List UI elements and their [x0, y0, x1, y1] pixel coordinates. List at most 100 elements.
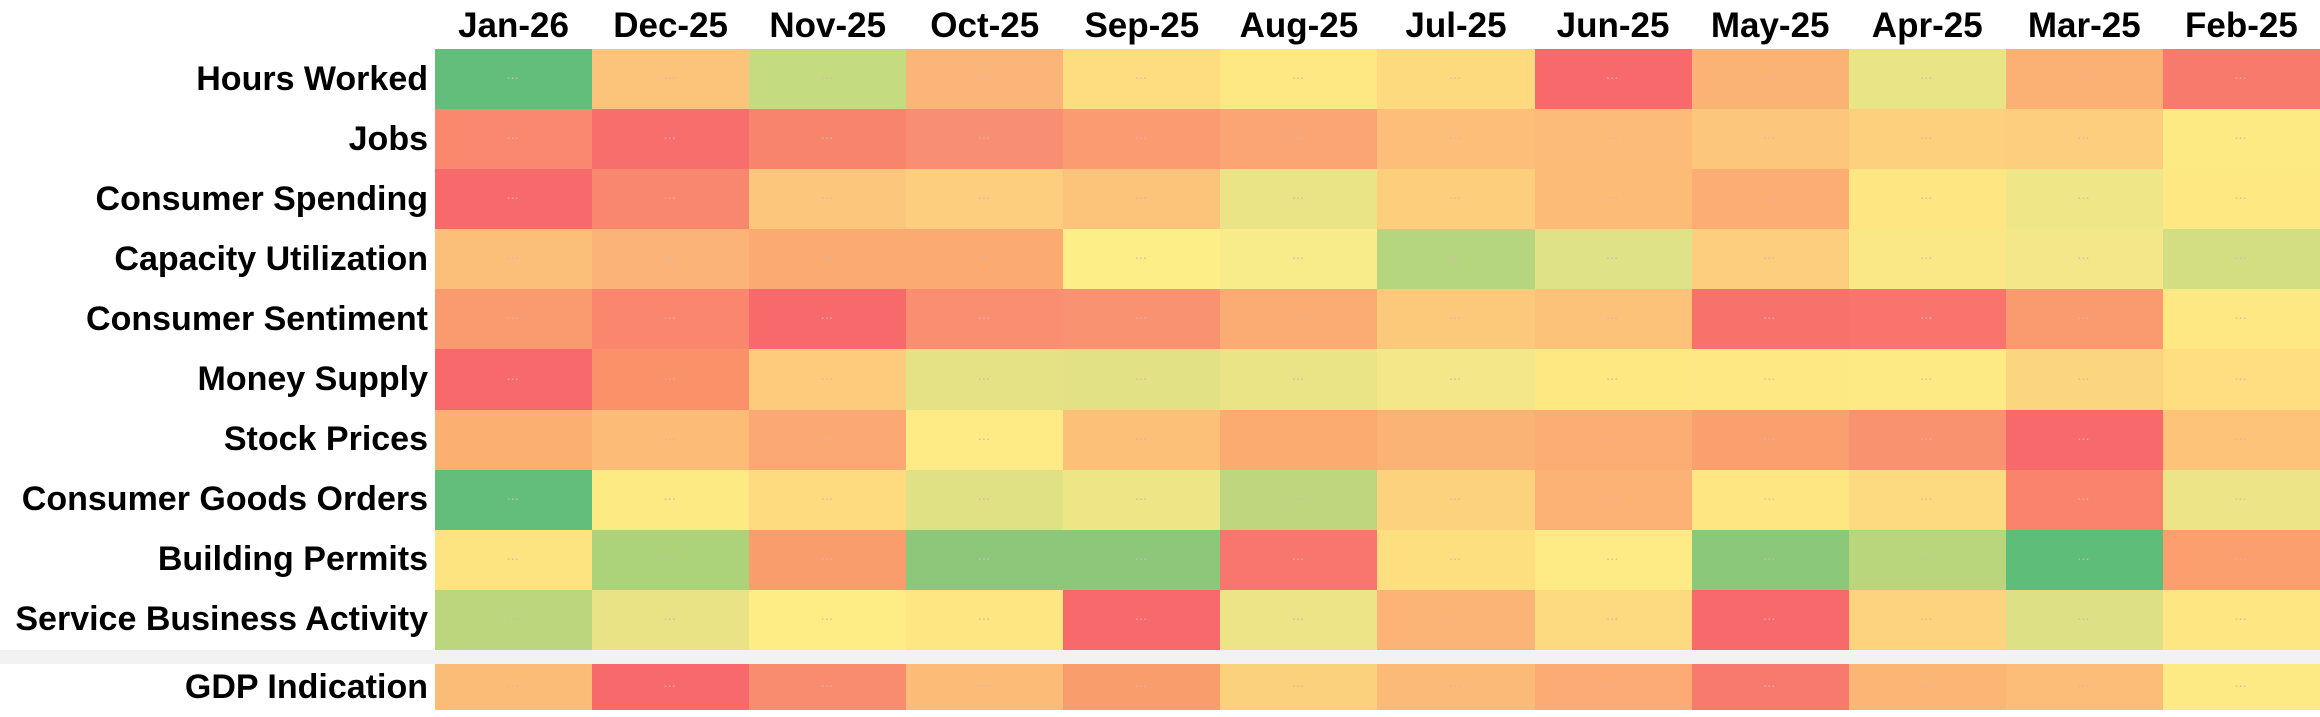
heatmap-cell[interactable]: ▪▪▪ — [749, 469, 907, 530]
heatmap-cell[interactable]: ▪▪▪ — [1063, 589, 1221, 650]
heatmap-cell[interactable]: ▪▪▪ — [1377, 469, 1535, 530]
heatmap-cell[interactable]: ▪▪▪ — [1377, 169, 1535, 230]
heatmap-cell[interactable]: ▪▪▪ — [1848, 469, 2006, 530]
heatmap-cell[interactable]: ▪▪▪ — [1534, 589, 1692, 650]
heatmap-cell[interactable]: ▪▪▪ — [749, 664, 907, 710]
heatmap-cell[interactable]: ▪▪▪ — [2162, 169, 2320, 230]
heatmap-cell[interactable]: ▪▪▪ — [1534, 529, 1692, 590]
heatmap-cell[interactable]: ▪▪▪ — [2005, 289, 2163, 350]
heatmap-cell[interactable]: ▪▪▪ — [749, 109, 907, 170]
heatmap-cell[interactable]: ▪▪▪ — [906, 109, 1064, 170]
heatmap-cell[interactable]: ▪▪▪ — [749, 589, 907, 650]
heatmap-cell[interactable]: ▪▪▪ — [1220, 589, 1378, 650]
heatmap-cell[interactable]: ▪▪▪ — [1377, 589, 1535, 650]
heatmap-cell[interactable]: ▪▪▪ — [592, 109, 750, 170]
heatmap-cell[interactable]: ▪▪▪ — [749, 169, 907, 230]
heatmap-cell[interactable]: ▪▪▪ — [1377, 109, 1535, 170]
heatmap-cell[interactable]: ▪▪▪ — [906, 229, 1064, 290]
heatmap-cell[interactable]: ▪▪▪ — [749, 409, 907, 470]
heatmap-cell[interactable]: ▪▪▪ — [2162, 349, 2320, 410]
heatmap-cell[interactable]: ▪▪▪ — [2162, 229, 2320, 290]
heatmap-cell[interactable]: ▪▪▪ — [1534, 109, 1692, 170]
heatmap-cell[interactable]: ▪▪▪ — [1848, 169, 2006, 230]
heatmap-cell[interactable]: ▪▪▪ — [1534, 664, 1692, 710]
heatmap-cell[interactable]: ▪▪▪ — [749, 529, 907, 590]
heatmap-cell[interactable]: ▪▪▪ — [2005, 529, 2163, 590]
heatmap-cell[interactable]: ▪▪▪ — [435, 409, 593, 470]
heatmap-cell[interactable]: ▪▪▪ — [1848, 109, 2006, 170]
heatmap-cell[interactable]: ▪▪▪ — [592, 664, 750, 710]
heatmap-cell[interactable]: ▪▪▪ — [1848, 664, 2006, 710]
heatmap-cell[interactable]: ▪▪▪ — [435, 664, 593, 710]
heatmap-cell[interactable]: ▪▪▪ — [435, 289, 593, 350]
heatmap-cell[interactable]: ▪▪▪ — [1377, 529, 1535, 590]
heatmap-cell[interactable]: ▪▪▪ — [906, 49, 1064, 110]
heatmap-cell[interactable]: ▪▪▪ — [1848, 409, 2006, 470]
heatmap-cell[interactable]: ▪▪▪ — [2005, 589, 2163, 650]
heatmap-cell[interactable]: ▪▪▪ — [1220, 169, 1378, 230]
heatmap-cell[interactable]: ▪▪▪ — [1534, 169, 1692, 230]
heatmap-cell[interactable]: ▪▪▪ — [1534, 49, 1692, 110]
heatmap-cell[interactable]: ▪▪▪ — [435, 349, 593, 410]
heatmap-cell[interactable]: ▪▪▪ — [2005, 229, 2163, 290]
heatmap-cell[interactable]: ▪▪▪ — [435, 229, 593, 290]
heatmap-cell[interactable]: ▪▪▪ — [1063, 49, 1221, 110]
heatmap-cell[interactable]: ▪▪▪ — [435, 109, 593, 170]
heatmap-cell[interactable]: ▪▪▪ — [1220, 529, 1378, 590]
heatmap-cell[interactable]: ▪▪▪ — [435, 589, 593, 650]
heatmap-cell[interactable]: ▪▪▪ — [2162, 664, 2320, 710]
heatmap-cell[interactable]: ▪▪▪ — [592, 469, 750, 530]
heatmap-cell[interactable]: ▪▪▪ — [1691, 229, 1849, 290]
heatmap-cell[interactable]: ▪▪▪ — [1063, 229, 1221, 290]
heatmap-cell[interactable]: ▪▪▪ — [1691, 289, 1849, 350]
heatmap-cell[interactable]: ▪▪▪ — [1848, 529, 2006, 590]
heatmap-cell[interactable]: ▪▪▪ — [1063, 529, 1221, 590]
heatmap-cell[interactable]: ▪▪▪ — [1220, 349, 1378, 410]
heatmap-cell[interactable]: ▪▪▪ — [1377, 409, 1535, 470]
heatmap-cell[interactable]: ▪▪▪ — [2162, 409, 2320, 470]
heatmap-cell[interactable]: ▪▪▪ — [1377, 289, 1535, 350]
heatmap-cell[interactable]: ▪▪▪ — [592, 589, 750, 650]
heatmap-cell[interactable]: ▪▪▪ — [1220, 109, 1378, 170]
heatmap-cell[interactable]: ▪▪▪ — [1534, 469, 1692, 530]
heatmap-cell[interactable]: ▪▪▪ — [435, 169, 593, 230]
heatmap-cell[interactable]: ▪▪▪ — [2005, 664, 2163, 710]
heatmap-cell[interactable]: ▪▪▪ — [2005, 349, 2163, 410]
heatmap-cell[interactable]: ▪▪▪ — [749, 229, 907, 290]
heatmap-cell[interactable]: ▪▪▪ — [1848, 589, 2006, 650]
heatmap-cell[interactable]: ▪▪▪ — [1377, 229, 1535, 290]
heatmap-cell[interactable]: ▪▪▪ — [906, 289, 1064, 350]
heatmap-cell[interactable]: ▪▪▪ — [1534, 289, 1692, 350]
heatmap-cell[interactable]: ▪▪▪ — [2162, 289, 2320, 350]
heatmap-cell[interactable]: ▪▪▪ — [1063, 349, 1221, 410]
heatmap-cell[interactable]: ▪▪▪ — [1534, 229, 1692, 290]
heatmap-cell[interactable]: ▪▪▪ — [1220, 469, 1378, 530]
heatmap-cell[interactable]: ▪▪▪ — [906, 664, 1064, 710]
heatmap-cell[interactable]: ▪▪▪ — [1063, 289, 1221, 350]
heatmap-cell[interactable]: ▪▪▪ — [1691, 49, 1849, 110]
heatmap-cell[interactable]: ▪▪▪ — [592, 289, 750, 350]
heatmap-cell[interactable]: ▪▪▪ — [1848, 349, 2006, 410]
heatmap-cell[interactable]: ▪▪▪ — [1063, 109, 1221, 170]
heatmap-cell[interactable]: ▪▪▪ — [1534, 409, 1692, 470]
heatmap-cell[interactable]: ▪▪▪ — [906, 589, 1064, 650]
heatmap-cell[interactable]: ▪▪▪ — [2162, 49, 2320, 110]
heatmap-cell[interactable]: ▪▪▪ — [749, 289, 907, 350]
heatmap-cell[interactable]: ▪▪▪ — [1063, 469, 1221, 530]
heatmap-cell[interactable]: ▪▪▪ — [592, 229, 750, 290]
heatmap-cell[interactable]: ▪▪▪ — [592, 409, 750, 470]
heatmap-cell[interactable]: ▪▪▪ — [2005, 109, 2163, 170]
heatmap-cell[interactable]: ▪▪▪ — [1691, 664, 1849, 710]
heatmap-cell[interactable]: ▪▪▪ — [2162, 109, 2320, 170]
heatmap-cell[interactable]: ▪▪▪ — [1848, 289, 2006, 350]
heatmap-cell[interactable]: ▪▪▪ — [435, 469, 593, 530]
heatmap-cell[interactable]: ▪▪▪ — [2005, 49, 2163, 110]
heatmap-cell[interactable]: ▪▪▪ — [1063, 664, 1221, 710]
heatmap-cell[interactable]: ▪▪▪ — [592, 49, 750, 110]
heatmap-cell[interactable]: ▪▪▪ — [906, 169, 1064, 230]
heatmap-cell[interactable]: ▪▪▪ — [1691, 349, 1849, 410]
heatmap-cell[interactable]: ▪▪▪ — [592, 529, 750, 590]
heatmap-cell[interactable]: ▪▪▪ — [2162, 469, 2320, 530]
heatmap-cell[interactable]: ▪▪▪ — [1377, 349, 1535, 410]
heatmap-cell[interactable]: ▪▪▪ — [749, 49, 907, 110]
